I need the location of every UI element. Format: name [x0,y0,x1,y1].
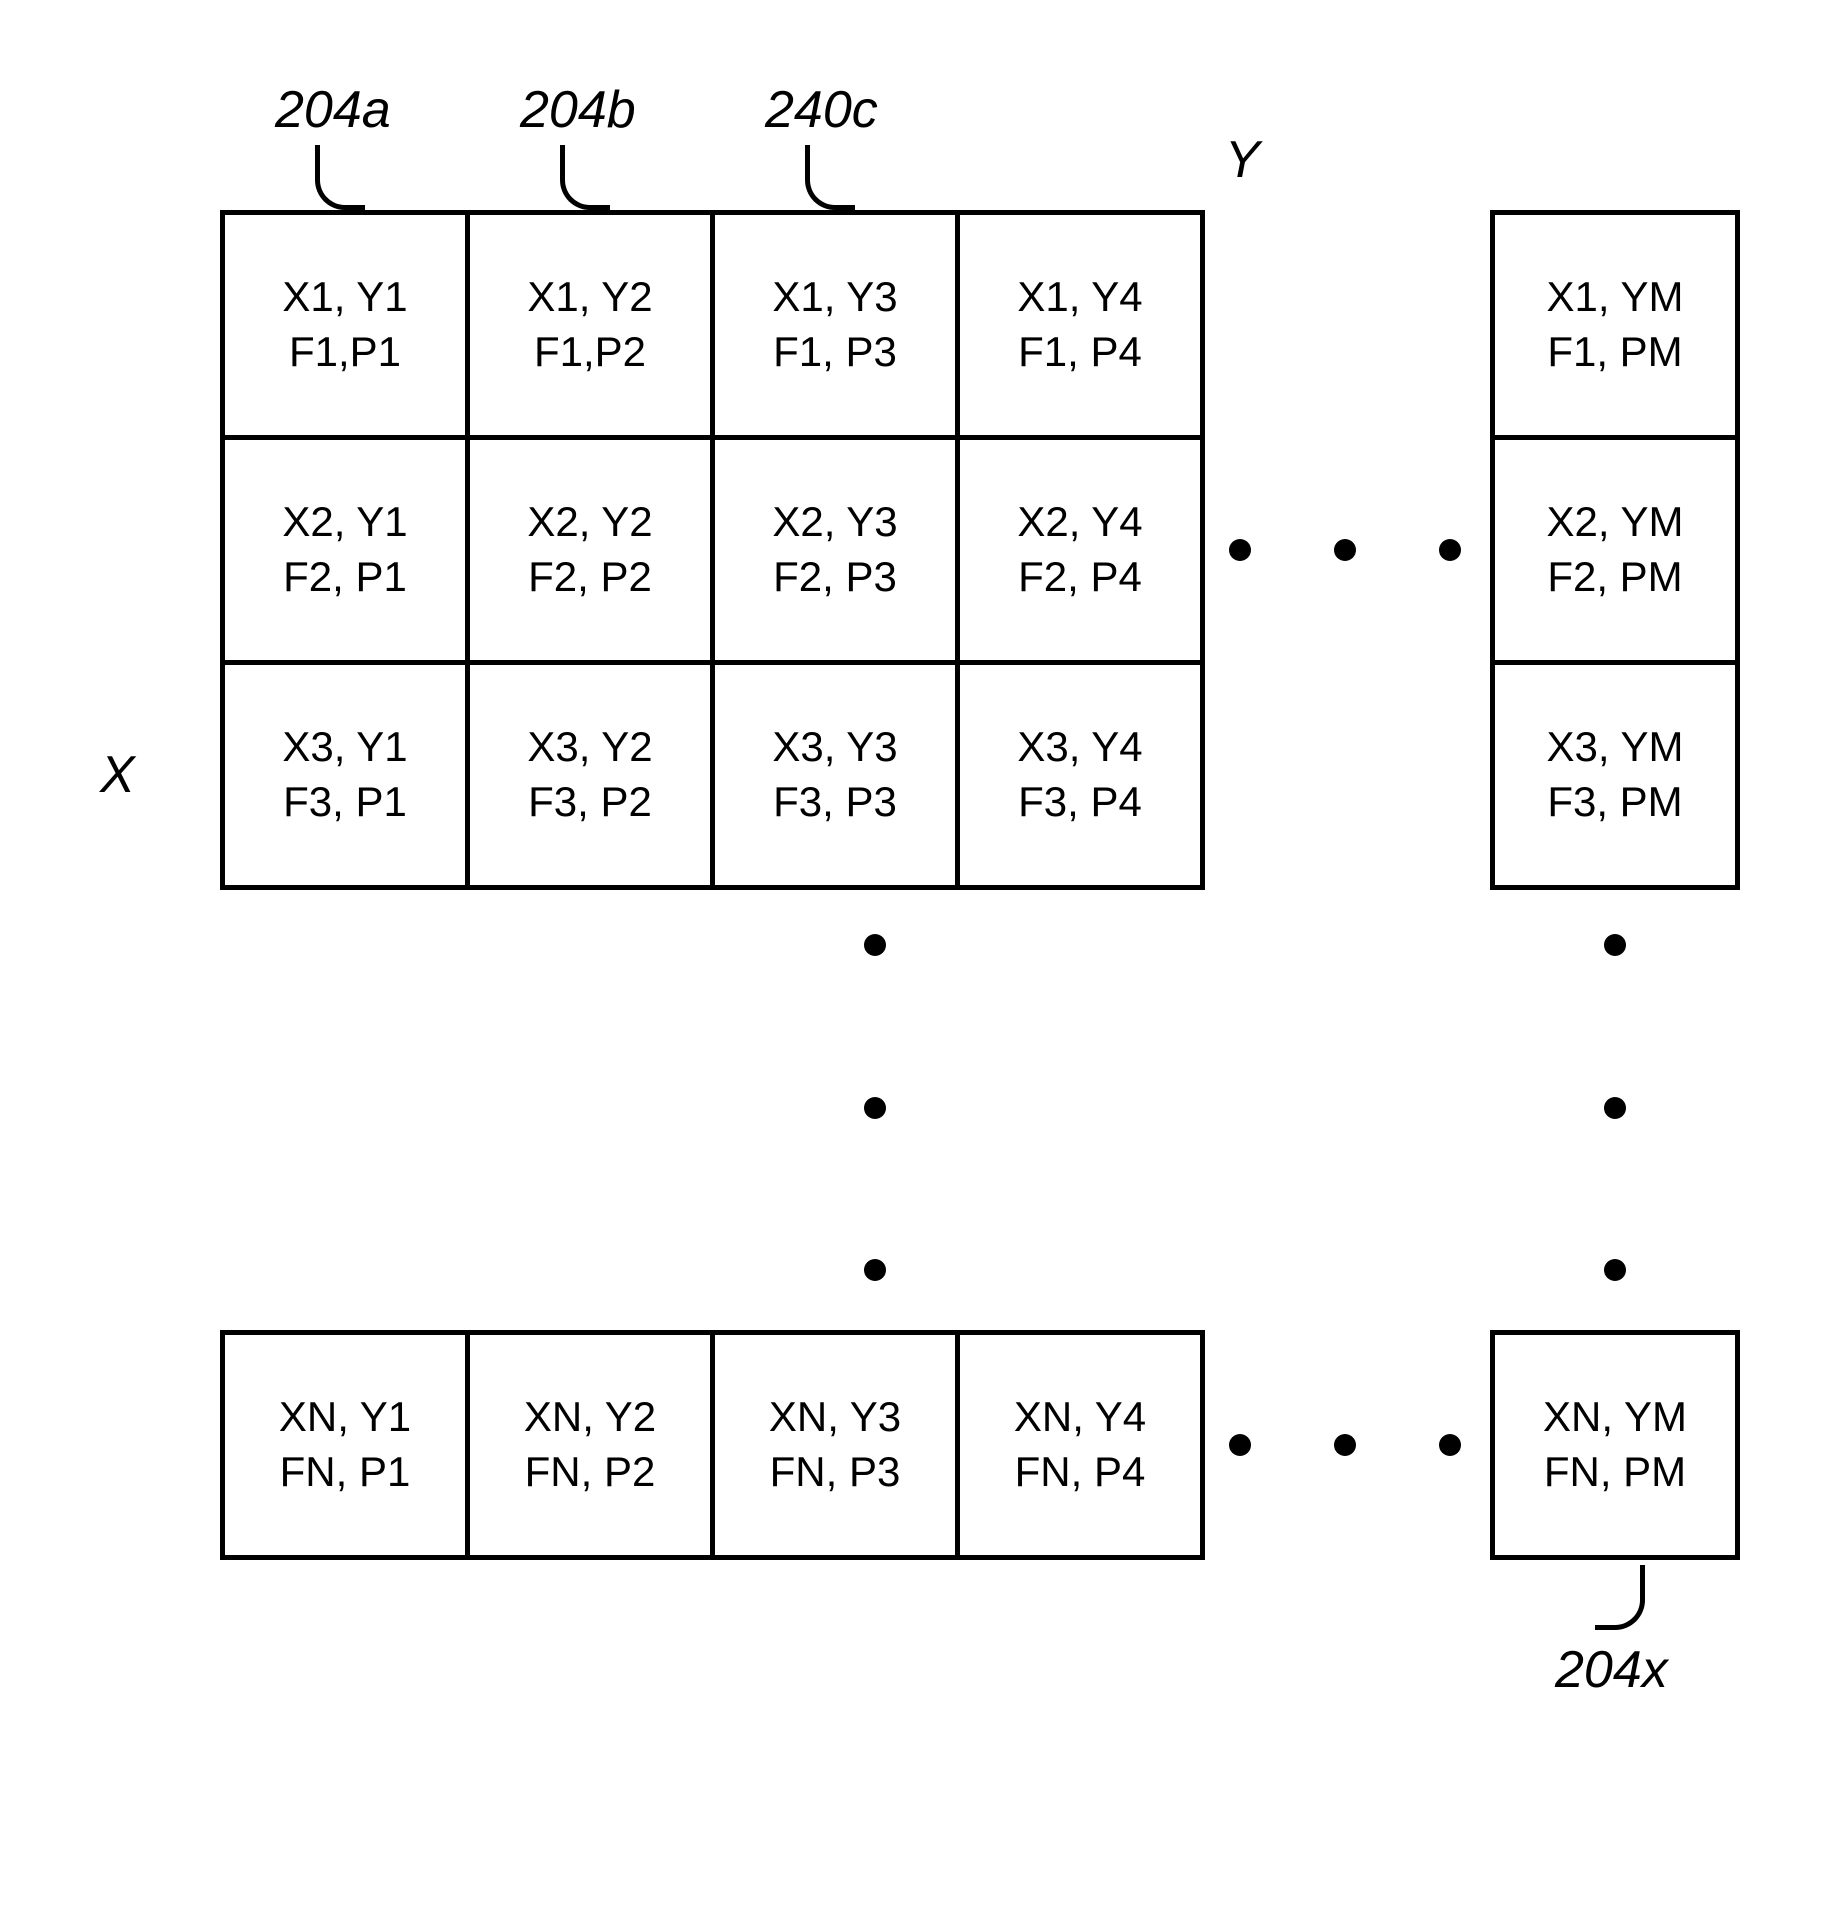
ellipsis-dot [1604,1259,1626,1281]
cell-value: FN, P2 [525,1445,656,1500]
cell-value: F3, P3 [773,775,897,830]
cell-coord: X2, Y2 [527,495,652,550]
ellipsis-dot [864,934,886,956]
grid-cell-row-n: XN, Y2FN, P2 [465,1330,715,1560]
ellipsis-dot [864,1259,886,1281]
leader-line [805,145,855,210]
cell-coord: X1, Y1 [282,270,407,325]
cell-coord: XN, Y3 [769,1390,901,1445]
corner-label: 204x [1555,1640,1668,1700]
cell-coord: X1, Y4 [1017,270,1142,325]
cell-value: FN, PM [1544,1445,1686,1500]
ellipsis-dot [864,1097,886,1119]
cell-value: F1,P1 [289,325,401,380]
cell-value: F1, P3 [773,325,897,380]
grid-cell: X2, Y1F2, P1 [220,435,470,665]
cell-coord: XN, Y2 [524,1390,656,1445]
cell-value: FN, P1 [280,1445,411,1500]
col-label: 204b [520,80,636,140]
cell-value: FN, P3 [770,1445,901,1500]
leader-line [1595,1565,1645,1630]
grid-cell: X1, Y2F1,P2 [465,210,715,440]
matrix-diagram: X1, Y1F1,P1X1, Y2F1,P2X1, Y3F1, P3X1, Y4… [0,0,1825,1927]
cell-coord: X1, Y3 [772,270,897,325]
grid-cell: X3, Y3F3, P3 [710,660,960,890]
grid-cell: X1, Y1F1,P1 [220,210,470,440]
grid-cell-row-n: XN, Y3FN, P3 [710,1330,960,1560]
cell-coord: X3, Y4 [1017,720,1142,775]
ellipsis-dot [1334,1434,1356,1456]
col-label: 240c [765,80,878,140]
cell-coord: X3, Y2 [527,720,652,775]
axis-y-label: Y [1225,130,1260,190]
cell-coord: X1, Y2 [527,270,652,325]
grid-cell-col-m: X3, YMF3, PM [1490,660,1740,890]
cell-coord: X3, Y3 [772,720,897,775]
cell-coord: X2, Y1 [282,495,407,550]
grid-cell-row-n: XN, Y4FN, P4 [955,1330,1205,1560]
cell-coord: XN, Y1 [279,1390,411,1445]
cell-coord: X2, Y4 [1017,495,1142,550]
grid-cell-col-m: X1, YMF1, PM [1490,210,1740,440]
ellipsis-dot [1604,1097,1626,1119]
cell-value: FN, P4 [1015,1445,1146,1500]
grid-cell-row-n: XN, Y1FN, P1 [220,1330,470,1560]
cell-value: F2, P2 [528,550,652,605]
ellipsis-dot [1334,539,1356,561]
cell-value: F1,P2 [534,325,646,380]
grid-cell: X3, Y2F3, P2 [465,660,715,890]
cell-value: F2, P4 [1018,550,1142,605]
cell-coord: X2, YM [1547,495,1684,550]
grid-cell: X2, Y2F2, P2 [465,435,715,665]
cell-coord: XN, YM [1543,1390,1687,1445]
cell-value: F3, PM [1547,775,1682,830]
cell-value: F2, P3 [773,550,897,605]
ellipsis-dot [1229,1434,1251,1456]
cell-value: F2, PM [1547,550,1682,605]
grid-cell: X2, Y3F2, P3 [710,435,960,665]
col-label: 204a [275,80,391,140]
cell-coord: X2, Y3 [772,495,897,550]
ellipsis-dot [1604,934,1626,956]
grid-cell: X3, Y1F3, P1 [220,660,470,890]
ellipsis-dot [1439,539,1461,561]
grid-cell: X2, Y4F2, P4 [955,435,1205,665]
cell-value: F1, P4 [1018,325,1142,380]
cell-value: F3, P1 [283,775,407,830]
cell-coord: X3, Y1 [282,720,407,775]
cell-value: F1, PM [1547,325,1682,380]
cell-coord: XN, Y4 [1014,1390,1146,1445]
cell-coord: X3, YM [1547,720,1684,775]
axis-x-label: X [100,745,135,805]
grid-cell: X1, Y4F1, P4 [955,210,1205,440]
ellipsis-dot [1439,1434,1461,1456]
ellipsis-dot [1229,539,1251,561]
grid-cell: X1, Y3F1, P3 [710,210,960,440]
grid-cell-col-m: X2, YMF2, PM [1490,435,1740,665]
leader-line [315,145,365,210]
cell-value: F3, P2 [528,775,652,830]
cell-value: F3, P4 [1018,775,1142,830]
grid-cell-corner: XN, YMFN, PM [1490,1330,1740,1560]
leader-line [560,145,610,210]
grid-cell: X3, Y4F3, P4 [955,660,1205,890]
cell-coord: X1, YM [1547,270,1684,325]
cell-value: F2, P1 [283,550,407,605]
